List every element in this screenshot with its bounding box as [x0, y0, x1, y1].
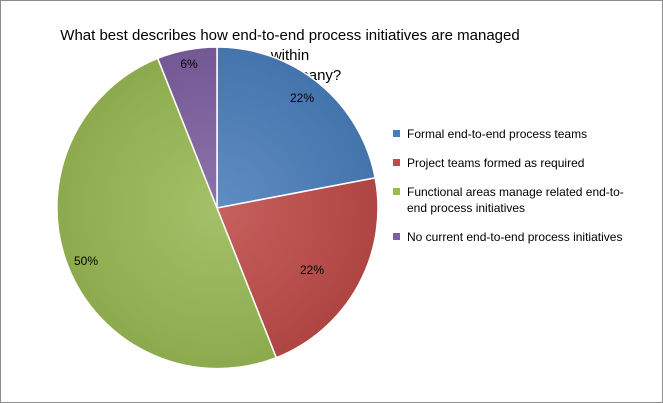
legend-label-formal-teams: Formal end-to-end process teams	[407, 127, 588, 141]
legend-label-no-initiatives: No current end-to-end process initiative…	[407, 230, 623, 244]
legend-label-project-teams: Project teams formed as required	[407, 156, 585, 170]
data-label-functional-areas: 50%	[74, 254, 98, 268]
pie-slice-no-initiatives	[156, 46, 218, 209]
data-label-project-teams: 22%	[300, 263, 324, 277]
legend-swatch-no-initiatives	[393, 233, 400, 240]
data-label-no-initiatives: 6%	[180, 57, 198, 71]
legend-swatch-formal-teams	[393, 130, 400, 137]
legend-item-formal-teams: Formal end-to-end process teams	[393, 126, 643, 142]
legend: Formal end-to-end process teams Project …	[393, 126, 643, 258]
data-label-formal-teams: 22%	[290, 91, 314, 105]
legend-item-functional-areas: Functional areas manage related end-to-e…	[393, 184, 643, 216]
pie-slice-formal-teams	[216, 46, 377, 209]
legend-label-functional-areas: Functional areas manage related end-to-e…	[407, 185, 624, 215]
pie-slice-project-teams	[215, 176, 379, 359]
legend-swatch-project-teams	[393, 159, 400, 166]
legend-item-project-teams: Project teams formed as required	[393, 155, 643, 171]
pie-slice-functional-areas	[56, 57, 278, 370]
legend-item-no-initiatives: No current end-to-end process initiative…	[393, 229, 643, 245]
legend-swatch-functional-areas	[393, 188, 400, 195]
